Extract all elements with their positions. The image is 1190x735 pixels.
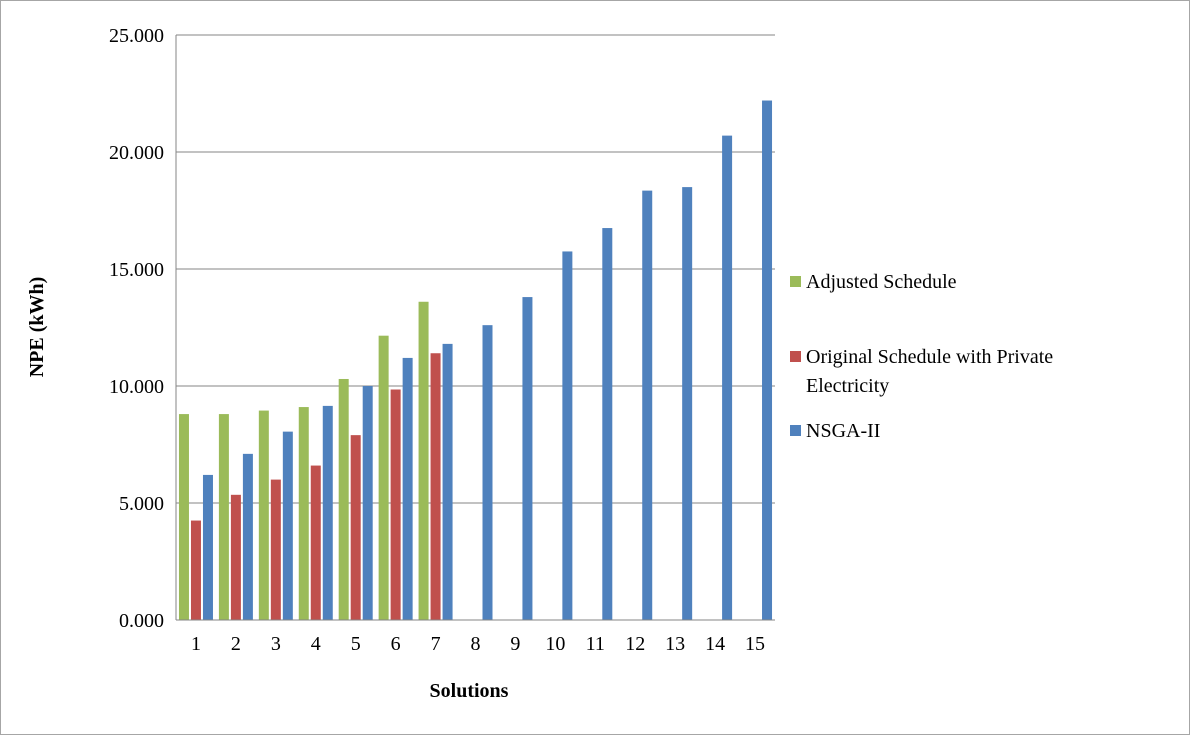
x-tick-label: 13 (665, 633, 685, 655)
x-tick-label: 15 (745, 633, 765, 655)
x-tick-label: 1 (191, 633, 201, 655)
x-tick-label: 4 (311, 633, 321, 655)
bar-series-2-cat-7 (430, 353, 441, 620)
bar-series-3-cat-5 (362, 386, 373, 620)
bar-series-2-cat-6 (390, 389, 401, 620)
legend-label-nsga: NSGA-II (806, 420, 880, 442)
x-tick-label: 11 (586, 633, 605, 655)
bar-series-3-cat-3 (282, 431, 293, 620)
y-tick-labels: 0.000 5.000 10.000 15.000 20.000 25.000 (109, 25, 164, 632)
bar-series-2-cat-1 (190, 520, 201, 620)
legend-swatch-nsga (790, 425, 801, 436)
legend-label-adjusted: Adjusted Schedule (806, 271, 957, 293)
bar-series-1-cat-3 (258, 410, 269, 620)
bar-series-3-cat-8 (482, 325, 493, 620)
bar-series-3-cat-6 (402, 357, 413, 620)
bar-series-3-cat-10 (562, 251, 573, 620)
x-axis-title: Solutions (430, 680, 509, 702)
bar-series-2-cat-2 (230, 494, 241, 620)
bar-series-3-cat-12 (642, 190, 653, 621)
legend-label-original-line2: Electricity (806, 375, 889, 397)
x-tick-label: 10 (545, 633, 565, 655)
bar-series-1-cat-4 (298, 407, 309, 620)
x-tick-label: 8 (471, 633, 481, 655)
x-tick-labels: 1 2 3 4 5 6 7 8 9 10 11 12 13 14 15 (191, 633, 765, 655)
legend-label-original-line1: Original Schedule with Private (806, 346, 1053, 368)
bars (178, 100, 773, 621)
y-tick-label: 25.000 (109, 25, 164, 47)
bar-series-3-cat-7 (442, 343, 453, 620)
x-tick-label: 6 (391, 633, 401, 655)
y-tick-label: 20.000 (109, 142, 164, 164)
bar-series-3-cat-1 (202, 474, 213, 620)
y-tick-label: 10.000 (109, 376, 164, 398)
x-tick-label: 14 (705, 633, 725, 655)
axes (175, 35, 775, 621)
bar-series-3-cat-14 (722, 135, 733, 620)
bar-series-1-cat-6 (378, 335, 389, 620)
y-tick-label: 0.000 (119, 610, 164, 632)
bar-series-1-cat-7 (418, 301, 429, 620)
legend: Adjusted Schedule Original Schedule with… (790, 271, 1053, 442)
bar-series-2-cat-4 (310, 465, 321, 620)
bar-series-3-cat-9 (522, 297, 533, 620)
legend-swatch-adjusted (790, 276, 801, 287)
x-tick-label: 7 (431, 633, 441, 655)
y-tick-label: 15.000 (109, 259, 164, 281)
x-tick-label: 3 (271, 633, 281, 655)
x-tick-label: 9 (510, 633, 520, 655)
bar-series-2-cat-5 (350, 435, 361, 620)
bar-series-2-cat-3 (270, 479, 281, 620)
bar-series-1-cat-2 (218, 414, 229, 620)
x-tick-label: 12 (625, 633, 645, 655)
x-tick-label: 2 (231, 633, 241, 655)
y-tick-label: 5.000 (119, 493, 164, 515)
bar-series-3-cat-15 (762, 100, 773, 620)
bar-series-3-cat-2 (242, 453, 253, 620)
y-axis-title: NPE (kWh) (26, 277, 48, 378)
x-tick-label: 5 (351, 633, 361, 655)
legend-swatch-original (790, 351, 801, 362)
bar-series-3-cat-13 (682, 187, 693, 620)
bar-series-1-cat-5 (338, 378, 349, 620)
bar-series-3-cat-4 (322, 405, 333, 620)
bar-series-3-cat-11 (602, 228, 613, 621)
bar-series-1-cat-1 (178, 414, 189, 620)
